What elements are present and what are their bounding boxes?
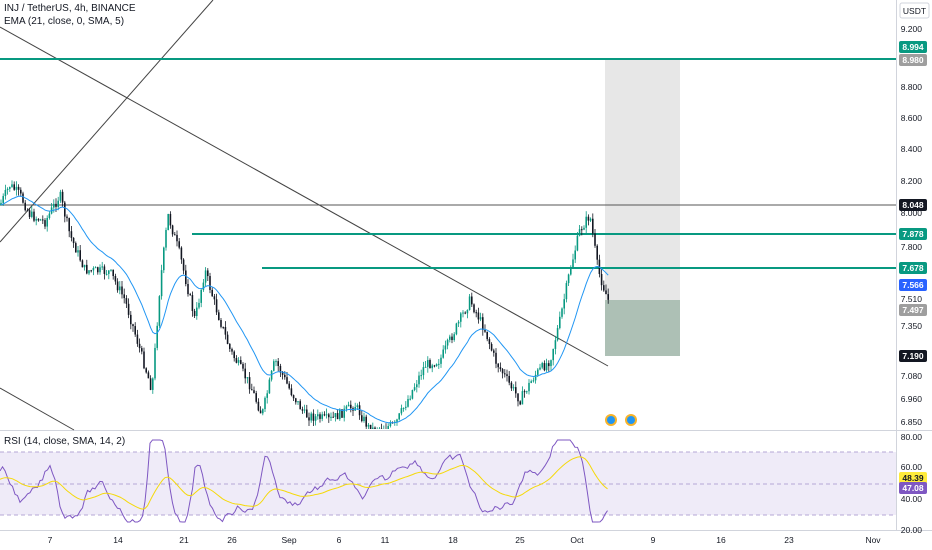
currency-label: USDT (903, 6, 926, 16)
time-label: 25 (515, 535, 525, 545)
time-label: Oct (570, 535, 584, 545)
price-tick: 8.200 (901, 176, 923, 186)
price-tick: 8.000 (901, 208, 923, 218)
symbol-legend[interactable]: INJ / TetherUS, 4h, BINANCE (4, 3, 136, 14)
price-tick: 8.400 (901, 144, 923, 154)
stop-zone[interactable] (605, 300, 680, 356)
svg-text:8.048: 8.048 (902, 200, 924, 210)
time-axis[interactable]: 7 14 21 26 Sep 6 11 18 25 Oct 9 16 23 Nov (48, 535, 882, 545)
svg-text:7.190: 7.190 (902, 351, 924, 361)
rsi-tick: 20.00 (901, 525, 923, 535)
price-tag: 7.566 (899, 279, 927, 291)
svg-text:8.994: 8.994 (902, 42, 924, 52)
trendline-ascending[interactable] (0, 0, 214, 243)
time-label: 26 (227, 535, 237, 545)
time-label: Nov (865, 535, 881, 545)
time-label: 9 (651, 535, 656, 545)
price-axis[interactable]: 9.2009.0008.8008.6008.4008.2008.0007.800… (901, 24, 923, 427)
svg-text:48.39: 48.39 (902, 473, 924, 483)
price-tick: 8.600 (901, 113, 923, 123)
candlestick-series (0, 180, 609, 429)
price-tick: 6.850 (901, 417, 923, 427)
price-tick: 6.960 (901, 394, 923, 404)
time-label: 6 (337, 535, 342, 545)
price-tag: 8.980 (899, 54, 927, 66)
time-label: 23 (784, 535, 794, 545)
time-label: 14 (113, 535, 123, 545)
price-tick: 7.800 (901, 242, 923, 252)
rsi-tick: 60.00 (901, 462, 923, 472)
ema-legend[interactable]: EMA (21, close, 0, SMA, 5) (4, 16, 125, 27)
trendline-lower[interactable] (0, 387, 75, 431)
time-label: 11 (381, 535, 390, 545)
event-icon[interactable] (625, 414, 637, 426)
price-tag: 8.048 (899, 199, 927, 211)
rsi-line (0, 439, 608, 523)
rsi-ma-line (0, 456, 608, 510)
price-tag: 7.678 (899, 262, 927, 274)
rsi-legend[interactable]: RSI (14, close, SMA, 14, 2) (4, 436, 126, 447)
svg-text:7.878: 7.878 (902, 229, 924, 239)
trendline-descending[interactable] (0, 26, 609, 367)
price-tick: 7.350 (901, 321, 923, 331)
ema-line (0, 195, 609, 424)
price-tags: 8.994 8.980 8.048 7.878 7.678 7.566 7.497 7.190 (899, 41, 927, 362)
svg-text:7.497: 7.497 (902, 305, 924, 315)
time-label: 7 (48, 535, 53, 545)
price-tag: 7.878 (899, 228, 927, 240)
price-tick: 9.200 (901, 24, 923, 34)
svg-text:47.08: 47.08 (902, 483, 924, 493)
rsi-tag: 48.39 (899, 472, 927, 484)
time-label: 16 (716, 535, 726, 545)
price-tick: 8.800 (901, 82, 923, 92)
time-label: 18 (448, 535, 458, 545)
time-label: Sep (281, 535, 296, 545)
svg-text:7.566: 7.566 (902, 280, 924, 290)
svg-text:8.980: 8.980 (902, 55, 924, 65)
rsi-tick: 80.00 (901, 432, 923, 442)
price-tag: 7.497 (899, 304, 927, 316)
price-tag: 8.994 (899, 41, 927, 53)
price-tick: 7.080 (901, 371, 923, 381)
target-zone[interactable] (605, 59, 680, 300)
price-tag: 7.190 (899, 350, 927, 362)
svg-text:7.678: 7.678 (902, 263, 924, 273)
event-icon[interactable] (605, 414, 617, 426)
rsi-tick: 40.00 (901, 494, 923, 504)
rsi-tag: 47.08 (899, 482, 927, 494)
time-label: 21 (179, 535, 189, 545)
currency-box[interactable] (899, 2, 930, 19)
price-tick: 7.510 (901, 294, 923, 304)
